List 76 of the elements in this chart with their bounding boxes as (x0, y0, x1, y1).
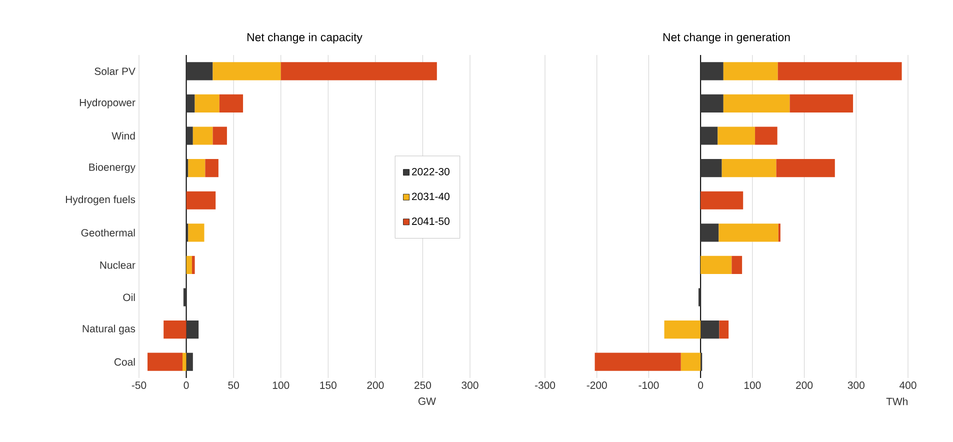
bar (205, 159, 218, 178)
y-tick-label: Solar PV (94, 67, 136, 76)
bar (722, 159, 776, 178)
x-axis-title: GW (418, 398, 436, 405)
bar (186, 62, 213, 80)
bar (700, 224, 719, 242)
bar (790, 94, 854, 112)
bar (164, 320, 186, 339)
bar (700, 126, 718, 145)
bar (186, 126, 193, 145)
bar (755, 126, 778, 145)
x-tick-label: -200 (586, 382, 607, 389)
bar (186, 352, 193, 371)
x-tick-label: 100 (272, 382, 290, 389)
bar (186, 191, 216, 210)
legend-label: 2031-40 (412, 192, 450, 200)
bar (723, 62, 778, 80)
bar (186, 256, 192, 274)
bar (182, 352, 186, 371)
bar (719, 320, 729, 339)
x-tick-label: 400 (900, 382, 916, 389)
bar (776, 159, 835, 178)
x-tick-label: 150 (320, 382, 336, 389)
bar (148, 352, 183, 371)
x-tick-label: 250 (414, 382, 432, 389)
y-tick-label: Oil (123, 293, 135, 302)
bar (700, 94, 724, 112)
x-tick-label: 300 (462, 382, 478, 389)
x-tick-label: -100 (638, 382, 659, 389)
x-tick-label: 200 (367, 382, 384, 389)
bar (183, 288, 186, 306)
bar (188, 224, 204, 242)
bar (700, 159, 722, 178)
bar (700, 256, 732, 274)
bar (186, 94, 195, 112)
x-tick-label: -300 (535, 382, 556, 389)
x-tick-label: 0 (184, 382, 189, 389)
y-tick-label: Hydropower (80, 98, 136, 108)
bar (192, 126, 213, 145)
x-tick-label: -50 (132, 382, 146, 389)
chart-title: Net change in generation (663, 32, 790, 44)
y-tick-label: Coal (114, 358, 135, 366)
x-tick-label: 300 (848, 382, 864, 389)
bar (188, 159, 206, 178)
legend-label: 2022-30 (412, 168, 450, 176)
x-axis-title: TWh (886, 398, 908, 406)
x-tick-label: 50 (228, 382, 239, 389)
y-tick-label: Wind (112, 132, 135, 140)
x-tick-label: 0 (698, 382, 704, 389)
bar (280, 62, 437, 80)
bar (194, 94, 220, 112)
bar (680, 352, 701, 371)
bar (700, 191, 744, 210)
bar (723, 94, 790, 112)
y-tick-label: Natural gas (82, 324, 136, 334)
bar (219, 94, 244, 112)
bar (778, 62, 902, 80)
x-tick-label: 100 (744, 382, 761, 389)
y-tick-label: Bioenergy (89, 163, 136, 173)
bar (186, 320, 199, 339)
bar (594, 352, 681, 371)
bar (664, 320, 701, 339)
bar (212, 126, 227, 145)
bar (732, 256, 742, 274)
y-tick-label: Nuclear (100, 261, 136, 269)
legend-label: 2041-50 (412, 218, 450, 225)
bar (700, 62, 724, 80)
bar (700, 320, 720, 339)
x-tick-label: 200 (796, 382, 813, 389)
bar (718, 126, 756, 145)
bar (718, 224, 778, 242)
bar (192, 256, 195, 274)
bar (212, 62, 281, 80)
chart-title: Net change in capacity (247, 32, 362, 44)
y-tick-label: Hydrogen fuels (66, 195, 136, 206)
y-tick-label: Geothermal (81, 228, 135, 237)
